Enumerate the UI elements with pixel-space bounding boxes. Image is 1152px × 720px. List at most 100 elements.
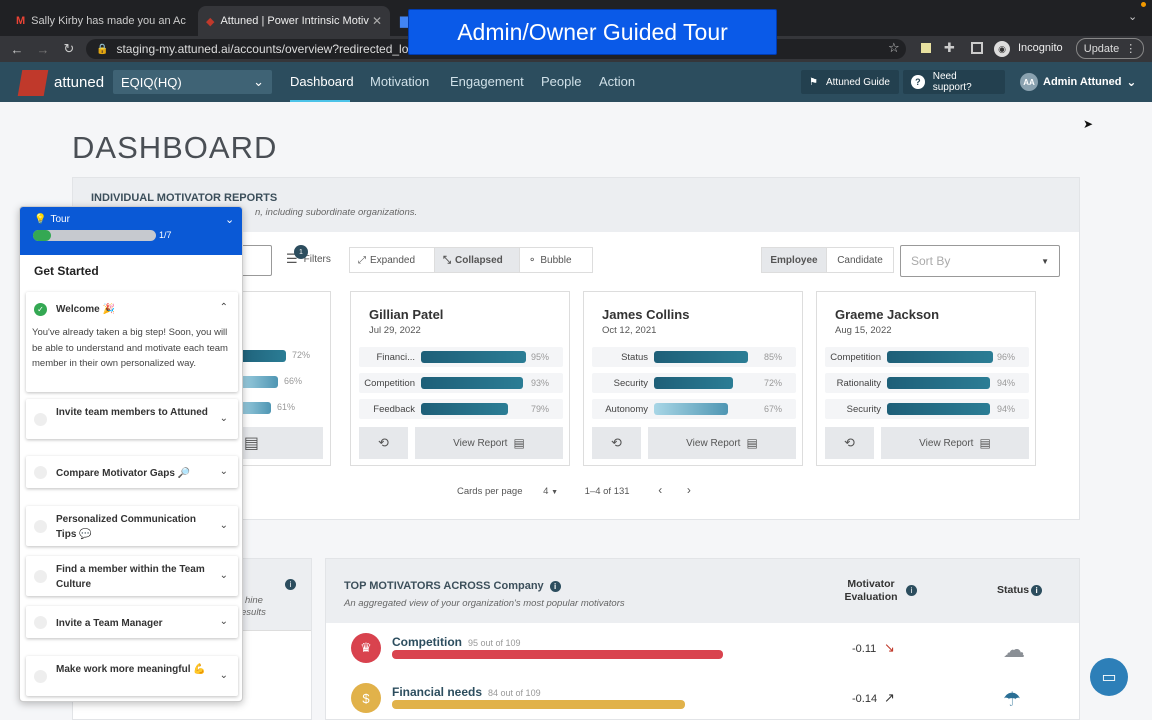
- chevron-down-icon[interactable]: ⌄: [219, 466, 228, 477]
- motivator-row: Rationality 94%: [825, 373, 1029, 393]
- tour-welcome-body: You've already taken a big step! Soon, y…: [32, 327, 228, 369]
- attuned-logo-icon[interactable]: [17, 70, 49, 96]
- report-history-button[interactable]: ⟲: [825, 427, 874, 459]
- puzzle-icon[interactable]: ✚: [944, 40, 955, 55]
- org-select[interactable]: EQIQ(HQ) ⌄: [113, 70, 272, 94]
- prev-page-icon[interactable]: ‹: [658, 483, 663, 497]
- chevron-down-icon[interactable]: ⌄: [219, 670, 228, 681]
- filters-button[interactable]: ☰ Filters: [286, 251, 331, 267]
- tour-header-title: Tour: [50, 214, 70, 225]
- nav-people[interactable]: People: [541, 74, 582, 89]
- tour-step[interactable]: Invite a Team Manager ⌄: [26, 606, 238, 638]
- active-nav-indicator: [290, 100, 350, 102]
- attuned-guide-button[interactable]: ⚑ Attuned Guide: [801, 70, 899, 94]
- browser-tab-attuned[interactable]: ◆ Attuned | Power Intrinsic Motiv ✕: [198, 6, 390, 36]
- back-arrow-icon[interactable]: ←: [10, 41, 24, 57]
- chevron-down-icon[interactable]: ⌄: [219, 413, 228, 424]
- nav-action[interactable]: Action: [599, 74, 636, 89]
- filters-label: Filters: [303, 253, 331, 265]
- expand-icon: ⤢: [358, 254, 366, 266]
- chevron-down-icon[interactable]: ⌄: [219, 520, 228, 531]
- tour-step[interactable]: Make work more meaningful 💪 ⌄: [26, 656, 238, 696]
- reload-icon[interactable]: ↻: [63, 41, 75, 56]
- chevron-down-icon[interactable]: ⌄: [219, 570, 228, 581]
- tour-step[interactable]: Find a member within the Team Culture ⌄: [26, 556, 238, 596]
- cards-per-page-select[interactable]: 4 ▼: [543, 486, 558, 497]
- next-page-icon[interactable]: ›: [686, 483, 691, 497]
- close-tab-icon[interactable]: ✕: [371, 14, 382, 28]
- view-label: Expanded: [370, 254, 416, 266]
- type-employee-button[interactable]: Employee: [761, 247, 827, 273]
- motivator-bar: [236, 350, 286, 362]
- search-input[interactable]: [241, 245, 272, 276]
- motivator-pct: 72%: [764, 378, 783, 388]
- cards-per-page-value: 4: [543, 486, 549, 497]
- user-menu[interactable]: AA Admin Attuned ⌄: [1020, 73, 1136, 91]
- type-candidate-button[interactable]: Candidate: [826, 247, 894, 273]
- motivator-bar: [887, 403, 990, 415]
- info-icon[interactable]: i: [906, 585, 917, 596]
- step-circle-icon: [34, 519, 47, 533]
- info-icon[interactable]: i: [549, 580, 561, 592]
- lock-icon: 🔒: [96, 43, 109, 55]
- motivator-label: Feedback: [373, 404, 415, 415]
- info-icon[interactable]: i: [285, 579, 296, 590]
- nav-dashboard[interactable]: Dashboard: [290, 74, 354, 89]
- view-report-button[interactable]: View Report ▤: [415, 427, 563, 459]
- motivator-name-row: Competition 95 out of 109: [392, 635, 521, 649]
- check-circle-icon: ✓: [34, 303, 47, 316]
- status-header: Status: [997, 584, 1030, 596]
- forward-arrow-icon[interactable]: →: [36, 41, 50, 57]
- report-history-button[interactable]: ⟲: [592, 427, 641, 459]
- nav-engagement[interactable]: Engagement: [450, 74, 524, 89]
- collapse-tour-chevron-icon[interactable]: ⌄: [225, 214, 235, 226]
- browser-tab-gmail[interactable]: M Sally Kirby has made you an Ac: [8, 6, 196, 36]
- tour-step-welcome[interactable]: ✓ Welcome 🎉 ⌃ You've already taken a big…: [26, 292, 238, 392]
- view-report-button[interactable]: View Report ▤: [881, 427, 1029, 459]
- card-date: Aug 15, 2022: [835, 325, 892, 336]
- need-support-button[interactable]: ? Need support?: [903, 70, 1005, 94]
- chat-launcher-button[interactable]: ▭: [1090, 658, 1128, 696]
- view-collapsed-button[interactable]: ⤡ Collapsed: [434, 247, 520, 273]
- page-range: 1–4 of 131: [584, 486, 630, 497]
- extension-icon[interactable]: [921, 43, 931, 53]
- bookmark-star-icon[interactable]: ☆: [888, 40, 900, 55]
- tour-step[interactable]: Invite team members to Attuned ⌄: [26, 399, 238, 439]
- view-report-button[interactable]: View Report ▤: [648, 427, 796, 459]
- browser-tab-docs[interactable]: ▇: [392, 6, 422, 36]
- top-motivators-panel: TOP MOTIVATORS ACROSS Company i An aggre…: [325, 558, 1080, 720]
- history-icon: ⟲: [378, 435, 389, 450]
- nav-motivation[interactable]: Motivation: [370, 74, 430, 89]
- side-panel-icon[interactable]: [971, 42, 983, 54]
- banner-text: Admin/Owner Guided Tour: [457, 18, 728, 45]
- info-icon[interactable]: i: [1031, 584, 1043, 596]
- report-history-button[interactable]: ⟲: [359, 427, 408, 459]
- incognito-label: Incognito: [1018, 42, 1063, 54]
- tour-step[interactable]: Personalized Communication Tips 💬 ⌄: [26, 506, 238, 546]
- sort-by-select[interactable]: Sort By ▼: [900, 245, 1060, 277]
- report-card-partial: 72% 66% 61% ▤: [236, 291, 331, 466]
- document-icon[interactable]: ▤: [236, 427, 323, 459]
- motivator-bar: [421, 403, 508, 415]
- motivator-label: Autonomy: [605, 404, 648, 415]
- view-label: Collapsed: [455, 254, 503, 266]
- view-expanded-button[interactable]: ⤢ Expanded: [349, 247, 435, 273]
- tab-menu-chevron-icon[interactable]: ⌄: [1128, 11, 1138, 23]
- motivator-share-bar: [392, 700, 685, 709]
- history-icon: ⟲: [611, 435, 622, 450]
- tour-progress-text: 1/7: [159, 230, 172, 240]
- motivator-evaluation: -0.14: [852, 693, 878, 705]
- update-button[interactable]: Update ⋮: [1076, 38, 1144, 59]
- motivator-label: Financi...: [376, 352, 415, 363]
- card-date: Jul 29, 2022: [369, 325, 421, 336]
- step-circle-icon: [34, 465, 47, 479]
- chevron-down-icon[interactable]: ⌄: [219, 616, 228, 627]
- motivator-row: Security 72%: [592, 373, 796, 393]
- flag-icon: ⚑: [809, 76, 818, 88]
- motivator-pct: 93%: [531, 378, 550, 388]
- view-bubble-button[interactable]: ⚬ Bubble: [519, 247, 593, 273]
- tour-header: 💡 Tour ⌄ 1/7: [20, 207, 242, 255]
- chevron-up-icon[interactable]: ⌃: [219, 302, 228, 313]
- tour-step[interactable]: Compare Motivator Gaps 🔎 ⌄: [26, 456, 238, 488]
- page-title: DASHBOARD: [72, 130, 278, 165]
